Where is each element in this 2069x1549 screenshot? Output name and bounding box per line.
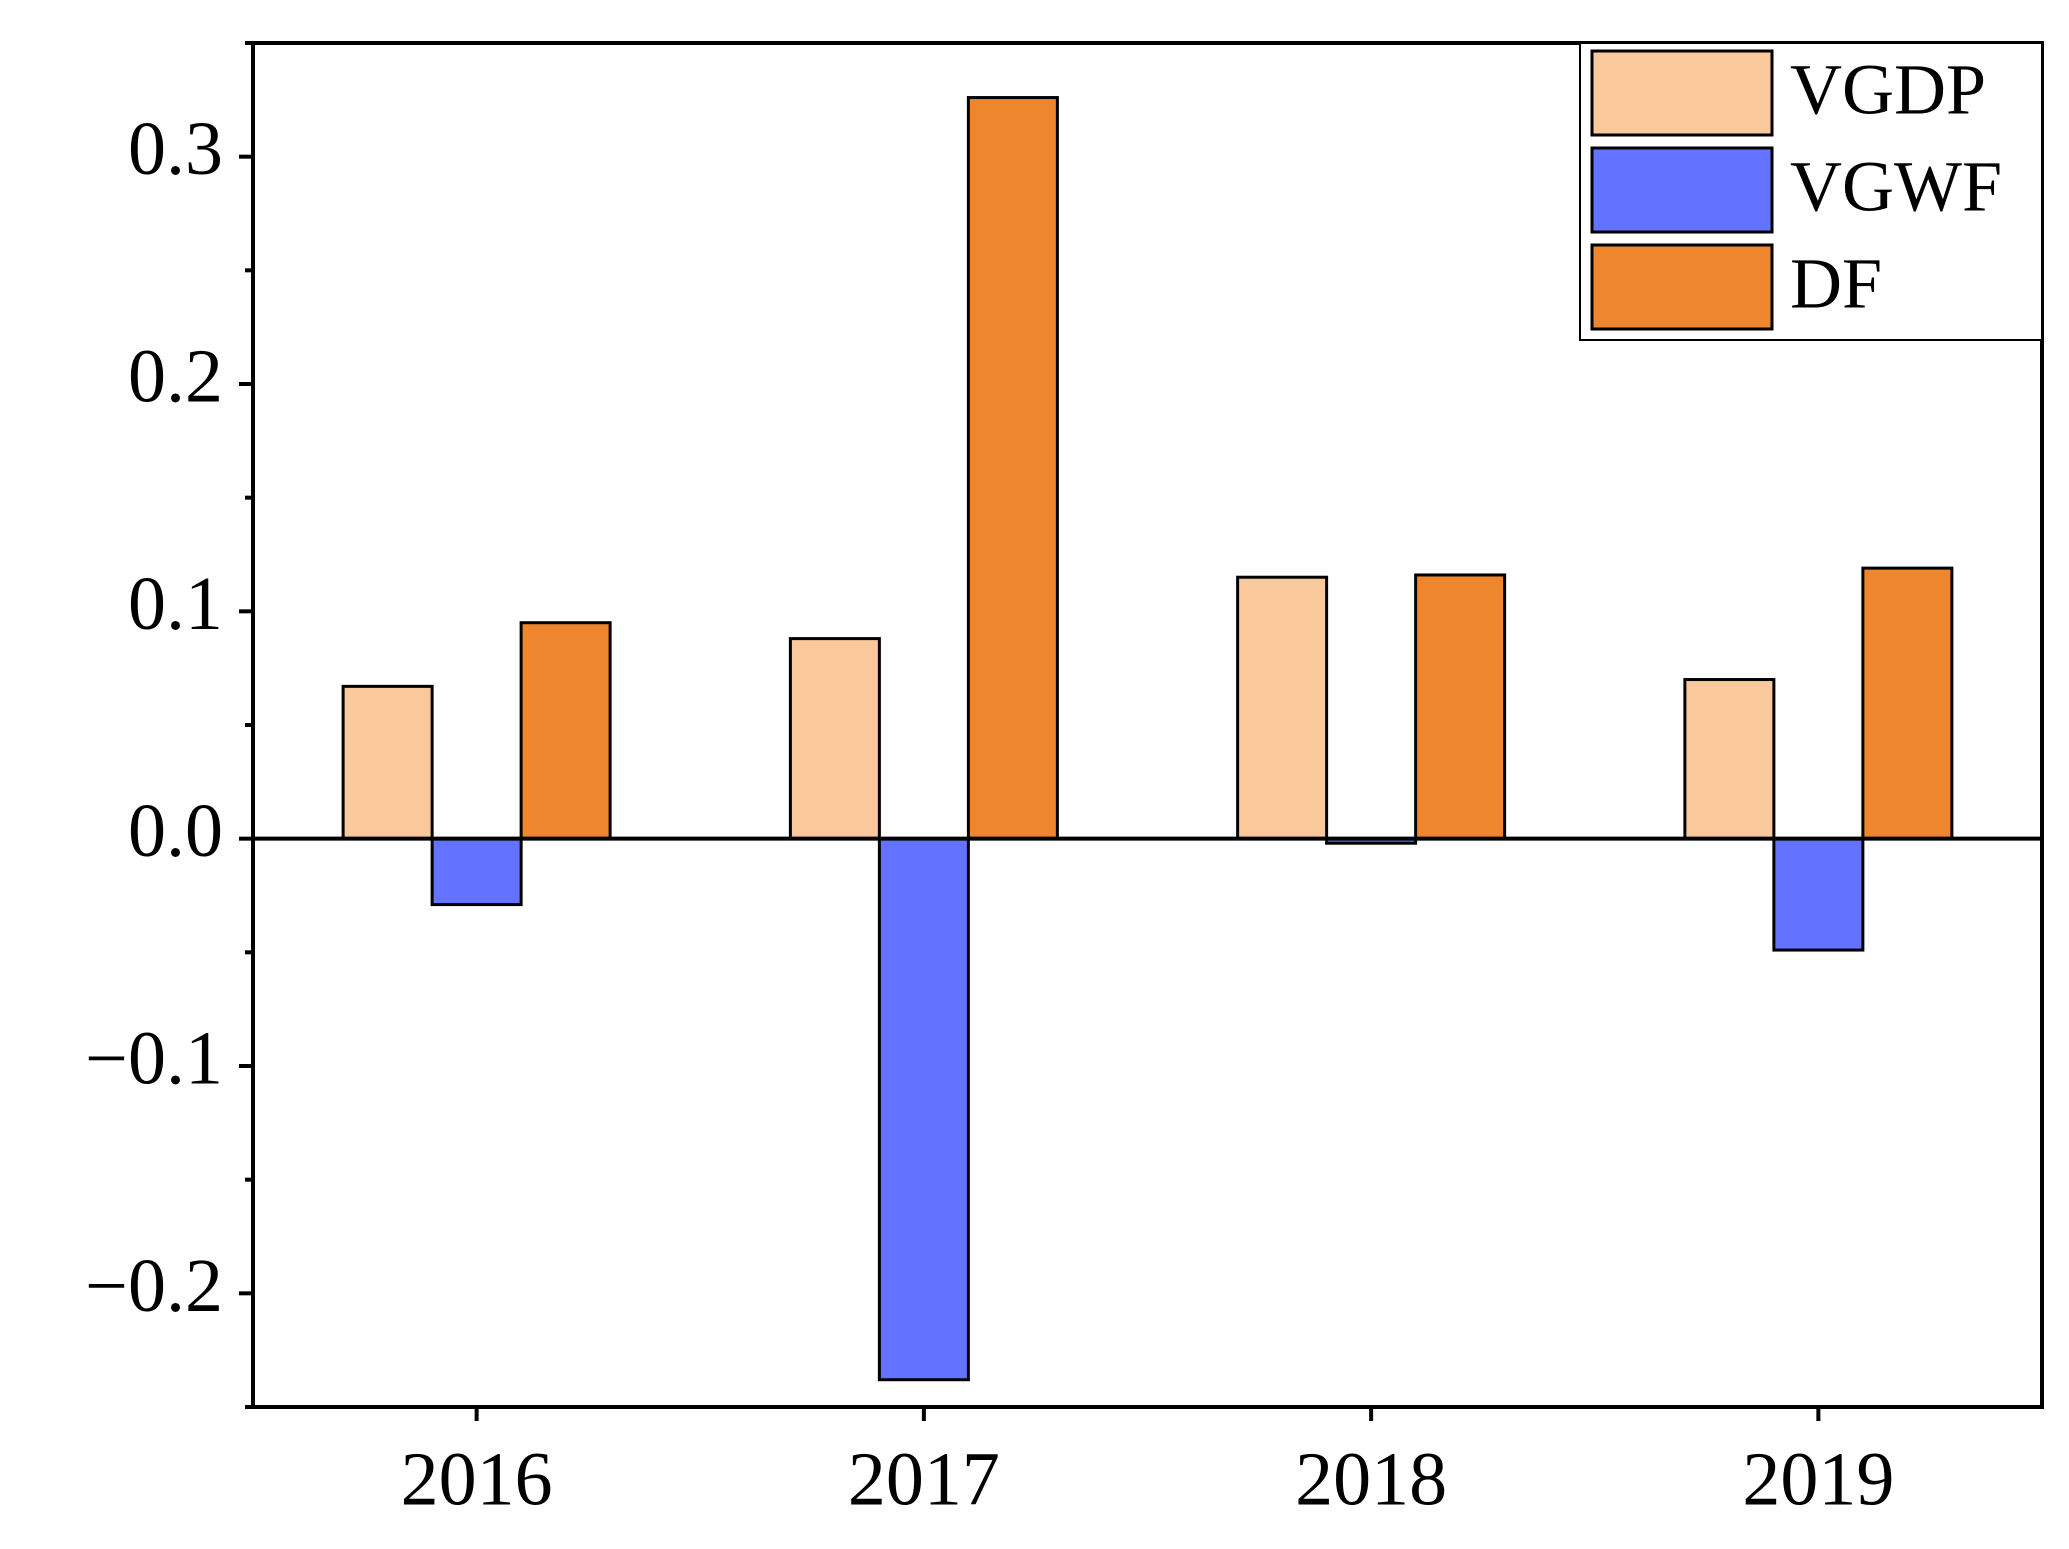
legend-swatch — [1590, 146, 1774, 234]
bar — [1772, 837, 1865, 952]
bar — [1861, 566, 1954, 841]
bar — [341, 684, 434, 841]
plot-frame — [251, 41, 2044, 1409]
legend-swatch — [1590, 243, 1774, 331]
legend-label: VGDP — [1790, 50, 1986, 130]
bar — [966, 96, 1059, 841]
bar — [877, 837, 970, 1382]
y-tick-label: 0.0 — [128, 789, 223, 873]
x-tick-label: 2016 — [401, 1437, 553, 1521]
y-tick-label: −0.1 — [85, 1016, 223, 1100]
y-tick-label: −0.2 — [85, 1244, 223, 1328]
bar — [1683, 678, 1776, 841]
bar — [1414, 573, 1507, 841]
y-tick-label: 0.3 — [128, 107, 223, 191]
y-tick-label: 0.1 — [128, 562, 223, 646]
bar — [430, 837, 523, 907]
x-tick-label: 2019 — [1742, 1437, 1894, 1521]
x-tick-label: 2017 — [848, 1437, 1000, 1521]
x-tick-label: 2018 — [1295, 1437, 1447, 1521]
bar — [1236, 575, 1329, 841]
legend-label: VGWF — [1790, 147, 2002, 227]
y-tick-label: 0.2 — [128, 334, 223, 418]
legend-swatch — [1590, 49, 1774, 137]
bar — [519, 621, 612, 841]
bar — [788, 637, 881, 841]
legend-label: DF — [1790, 244, 1882, 324]
